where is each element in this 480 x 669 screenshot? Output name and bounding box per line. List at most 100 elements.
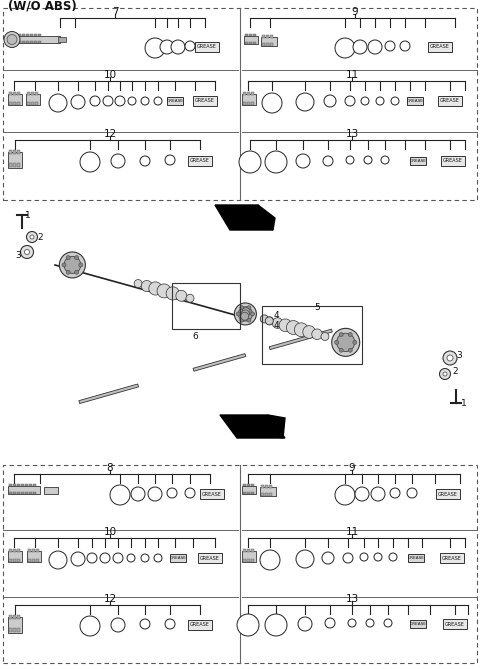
Polygon shape xyxy=(215,205,273,230)
Bar xyxy=(31,92,34,95)
Bar xyxy=(247,559,250,562)
Circle shape xyxy=(71,95,85,109)
Bar xyxy=(8,94,22,105)
Circle shape xyxy=(141,554,149,562)
Circle shape xyxy=(353,341,357,345)
Circle shape xyxy=(303,326,315,339)
Bar xyxy=(33,484,36,486)
Text: 3: 3 xyxy=(15,252,21,260)
Circle shape xyxy=(80,616,100,636)
Circle shape xyxy=(26,231,37,242)
Bar xyxy=(28,559,31,562)
Circle shape xyxy=(325,618,335,628)
Circle shape xyxy=(4,31,20,47)
Bar xyxy=(22,41,25,43)
Bar xyxy=(188,156,212,166)
Bar xyxy=(198,553,222,563)
Bar xyxy=(247,102,250,105)
Bar xyxy=(13,559,16,562)
Bar xyxy=(34,41,37,43)
Polygon shape xyxy=(269,329,332,350)
Bar xyxy=(243,549,246,552)
Circle shape xyxy=(335,38,355,58)
Bar xyxy=(245,34,248,36)
Bar xyxy=(243,559,246,562)
Bar xyxy=(269,485,272,488)
Circle shape xyxy=(384,619,392,627)
Bar xyxy=(251,549,254,552)
Circle shape xyxy=(171,40,185,54)
Circle shape xyxy=(62,263,66,267)
Text: GREASE: GREASE xyxy=(169,556,186,560)
Bar xyxy=(9,484,12,486)
Bar xyxy=(200,489,224,499)
Bar xyxy=(261,485,264,488)
Text: GREASE: GREASE xyxy=(442,555,462,561)
Bar xyxy=(13,150,16,154)
Bar xyxy=(247,549,250,552)
Bar xyxy=(443,619,467,629)
Bar xyxy=(14,34,17,36)
Text: 8: 8 xyxy=(107,463,113,473)
Circle shape xyxy=(355,487,369,501)
Circle shape xyxy=(364,156,372,164)
Circle shape xyxy=(74,270,79,274)
Circle shape xyxy=(368,40,382,54)
Bar xyxy=(27,102,30,105)
Bar xyxy=(3,8,477,200)
Circle shape xyxy=(103,96,113,106)
Bar xyxy=(33,492,36,494)
Bar xyxy=(251,484,254,486)
Circle shape xyxy=(348,619,356,627)
Circle shape xyxy=(332,328,360,357)
Circle shape xyxy=(390,488,400,498)
Bar xyxy=(262,43,265,46)
Text: GREASE: GREASE xyxy=(197,45,217,50)
Bar xyxy=(17,102,20,105)
Bar xyxy=(247,484,250,486)
Circle shape xyxy=(160,40,174,54)
Bar xyxy=(428,42,452,52)
Bar xyxy=(17,484,20,486)
Bar xyxy=(13,628,16,632)
Circle shape xyxy=(148,487,162,501)
Circle shape xyxy=(80,152,100,172)
Bar xyxy=(410,620,426,628)
Text: 2: 2 xyxy=(452,367,458,375)
Bar xyxy=(26,34,29,36)
Circle shape xyxy=(24,250,29,254)
Circle shape xyxy=(157,284,171,298)
Circle shape xyxy=(240,306,244,310)
Bar xyxy=(13,615,16,619)
Circle shape xyxy=(49,551,67,569)
Bar xyxy=(9,92,12,95)
Circle shape xyxy=(376,97,384,105)
Text: 1: 1 xyxy=(25,211,31,219)
Circle shape xyxy=(131,487,145,501)
Circle shape xyxy=(374,553,382,561)
Bar xyxy=(266,35,269,38)
Bar xyxy=(262,35,265,38)
Bar xyxy=(242,551,256,562)
Circle shape xyxy=(111,618,125,632)
Circle shape xyxy=(66,270,70,274)
Circle shape xyxy=(443,372,447,376)
Text: 2: 2 xyxy=(37,233,43,242)
Circle shape xyxy=(360,553,368,561)
Bar xyxy=(38,41,41,43)
Bar xyxy=(35,92,38,95)
Bar xyxy=(243,492,246,494)
Bar xyxy=(167,97,183,105)
Circle shape xyxy=(128,97,136,105)
Circle shape xyxy=(296,154,310,168)
Circle shape xyxy=(21,246,34,258)
Bar xyxy=(31,102,34,105)
Text: GREASE: GREASE xyxy=(409,159,426,163)
Circle shape xyxy=(234,303,256,325)
Circle shape xyxy=(348,349,352,353)
Bar xyxy=(195,42,219,52)
Bar xyxy=(14,36,60,43)
Bar xyxy=(408,554,424,562)
Circle shape xyxy=(100,553,110,563)
Circle shape xyxy=(323,156,333,166)
